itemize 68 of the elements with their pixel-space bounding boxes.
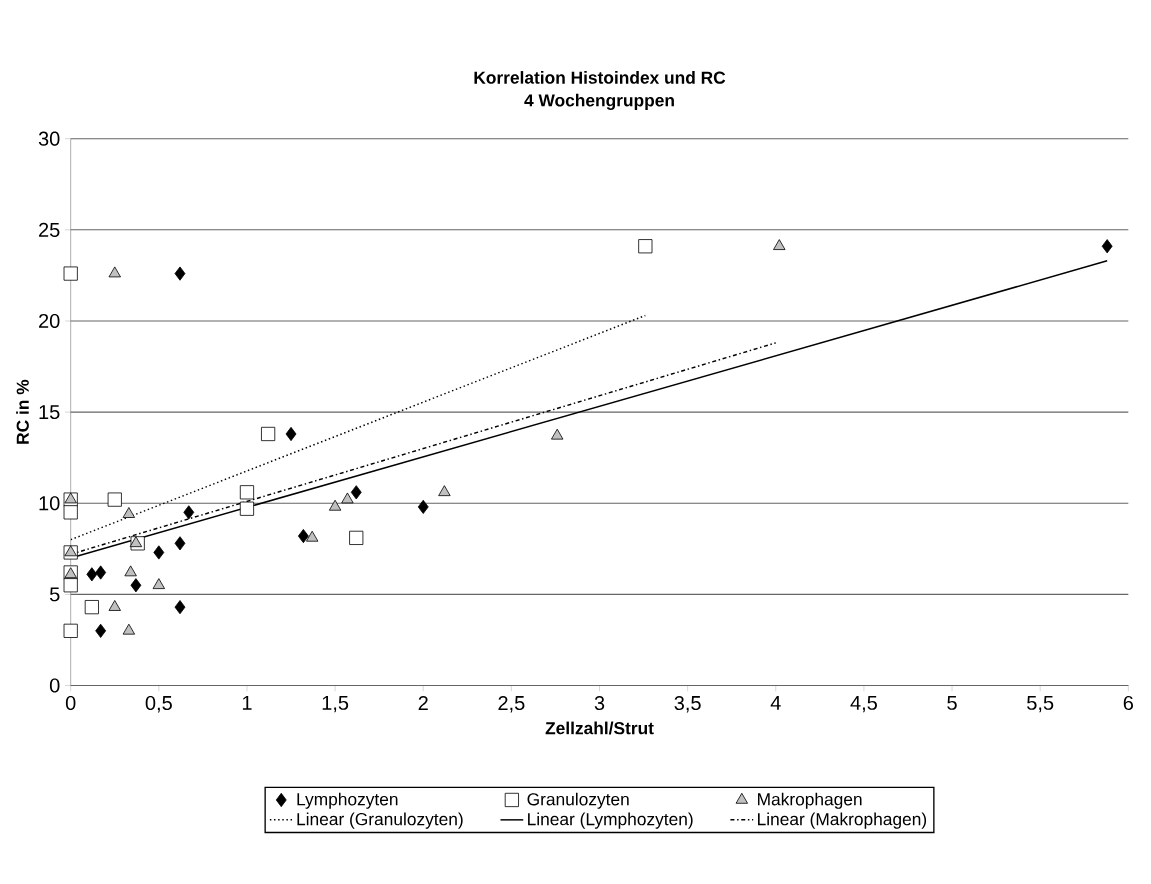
x-tick-label: 5: [947, 695, 957, 710]
y-tick-label: 30: [38, 131, 60, 146]
y-tick-label: 10: [39, 496, 60, 511]
point: [328, 499, 342, 511]
point: [152, 578, 166, 589]
point: [122, 507, 136, 518]
point: [1101, 239, 1113, 254]
point: [124, 565, 137, 577]
point: [108, 599, 121, 611]
x-tick-label: 2: [418, 695, 428, 710]
legend-label: Granulozyten: [527, 792, 629, 809]
point: [773, 239, 786, 250]
x-tick-label: 0,5: [145, 695, 172, 713]
point: [63, 578, 78, 593]
point: [306, 530, 319, 542]
point: [183, 505, 195, 520]
legend-label: Linear (Makrophagen): [758, 812, 927, 829]
point: [153, 545, 165, 560]
x-tick-label: 0: [65, 695, 76, 710]
point: [63, 266, 78, 281]
point: [130, 578, 142, 593]
point: [63, 623, 78, 638]
x-tick-label: 1,5: [322, 695, 349, 713]
point: [86, 567, 98, 582]
point: [95, 623, 107, 638]
point: [261, 426, 276, 441]
point: [438, 485, 451, 496]
point: [239, 485, 255, 500]
x-tick-label: 2,5: [498, 695, 525, 713]
point: [349, 530, 364, 545]
chart-title: Korrelation Histoindex und RC: [474, 70, 726, 84]
point: [174, 266, 186, 281]
point: [174, 599, 186, 615]
point: [129, 536, 143, 547]
point: [551, 428, 564, 440]
point: [350, 485, 362, 500]
x-tick-label: 5,5: [1027, 695, 1054, 713]
y-tick-label: 25: [39, 222, 60, 237]
point: [63, 505, 78, 520]
x-tick-label: 1: [242, 695, 252, 710]
point: [107, 492, 122, 507]
x-tick-label: 4: [770, 695, 781, 710]
legend-label: Lymphozyten: [297, 792, 398, 809]
point: [297, 528, 309, 544]
point: [239, 501, 255, 516]
x-tick-label: 3: [594, 695, 605, 710]
point: [417, 499, 429, 514]
legend-label: Linear (Lymphozyten): [528, 812, 693, 829]
y-tick-label: 5: [49, 587, 60, 602]
point: [122, 623, 136, 635]
x-tick-label: 6: [1123, 695, 1133, 710]
y-tick-label: 0: [49, 678, 60, 693]
point: [285, 426, 297, 441]
x-axis-title: Zellzahl/Strut: [545, 721, 654, 735]
point: [108, 266, 121, 278]
legend-label: Makrophagen: [758, 792, 862, 809]
y-tick-label: 15: [39, 405, 60, 419]
point: [95, 565, 107, 580]
x-tick-label: 3,5: [674, 695, 701, 713]
legend-label: Linear (Granulozyten): [297, 812, 463, 829]
point: [638, 239, 653, 254]
x-tick-label: 4,5: [850, 695, 877, 713]
chart-subtitle: 4 Wochengruppen: [524, 93, 674, 110]
y-axis-title: RC in %: [16, 379, 29, 444]
point: [341, 492, 354, 504]
y-tick-label: 20: [39, 313, 60, 328]
point: [174, 536, 186, 551]
point: [84, 599, 99, 615]
